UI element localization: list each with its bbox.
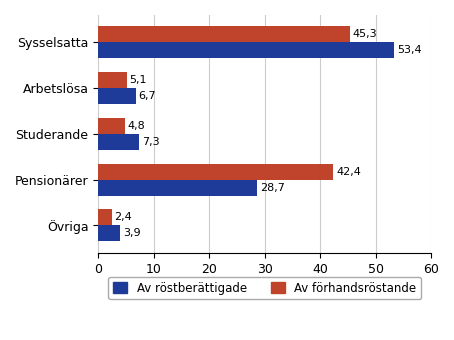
Bar <box>99 118 125 134</box>
Text: 53,4: 53,4 <box>397 46 422 55</box>
Bar <box>99 225 120 241</box>
Bar <box>99 209 112 225</box>
Bar <box>99 88 135 104</box>
Text: 4,8: 4,8 <box>128 121 145 131</box>
Text: 45,3: 45,3 <box>352 30 377 39</box>
Bar <box>99 180 257 196</box>
Bar <box>99 72 127 88</box>
Bar <box>99 42 395 58</box>
Text: 7,3: 7,3 <box>142 137 159 147</box>
Text: 6,7: 6,7 <box>138 91 156 101</box>
Bar <box>99 27 350 42</box>
Text: 5,1: 5,1 <box>129 75 147 85</box>
Text: 2,4: 2,4 <box>114 212 132 222</box>
Bar <box>99 134 139 150</box>
Text: 42,4: 42,4 <box>336 167 361 177</box>
Text: 28,7: 28,7 <box>260 183 285 193</box>
Text: 3,9: 3,9 <box>123 228 140 238</box>
Legend: Av röstberättigade, Av förhandsröstande: Av röstberättigade, Av förhandsröstande <box>109 277 421 299</box>
Bar <box>99 164 334 180</box>
